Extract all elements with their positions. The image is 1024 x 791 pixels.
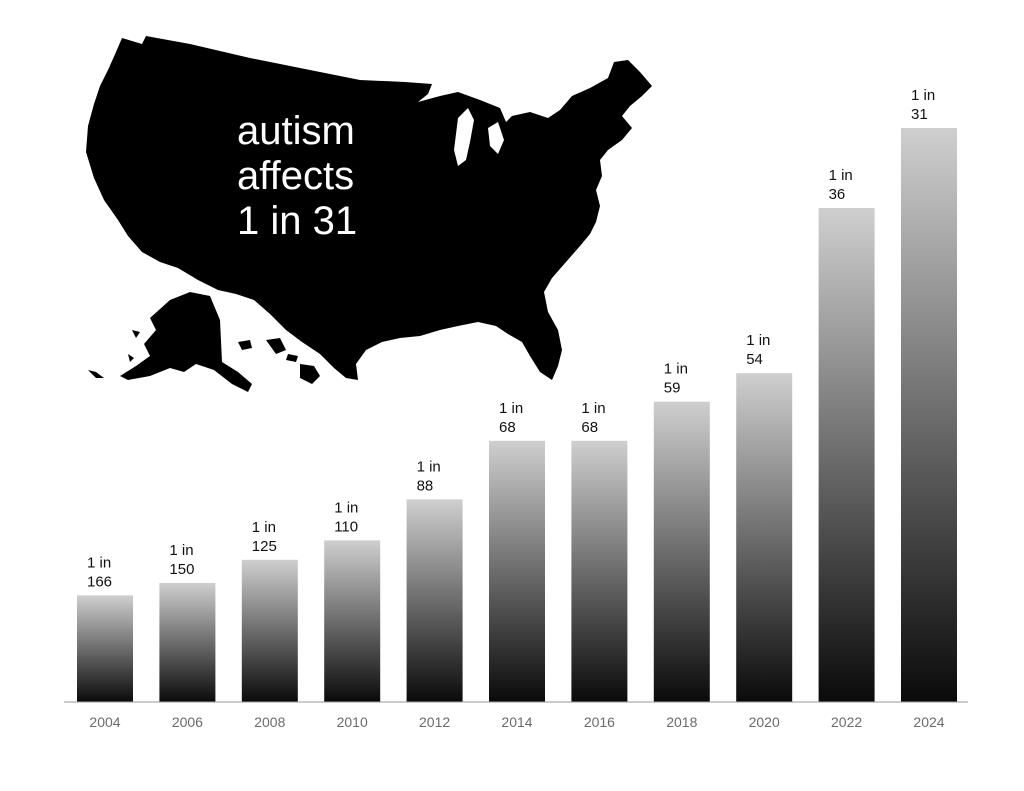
x-tick-2008: 2008: [254, 714, 285, 730]
alaska-shape: [120, 292, 252, 392]
bar-label-value-2006: 150: [169, 561, 194, 578]
x-tick-2024: 2024: [913, 714, 944, 730]
bar-label-prefix-2006: 1 in: [169, 542, 193, 559]
x-tick-2020: 2020: [749, 714, 780, 730]
bar-labels-group: 1 in 166 1 in 150 1 in 125 1 in 110 1 in 88 1 in 68…: [87, 87, 935, 590]
bar-label-value-2008: 125: [252, 538, 277, 555]
bar-label-prefix-2004: 1 in: [87, 554, 111, 571]
bar-label-prefix-2008: 1 in: [252, 519, 276, 536]
x-tick-2010: 2010: [337, 714, 368, 730]
bar-label-value-2016: 68: [581, 419, 598, 436]
bar-label-value-2010: 110: [334, 518, 358, 535]
bar-label-prefix-2014: 1 in: [499, 400, 523, 417]
great-lakes-cutout: [454, 108, 504, 166]
contiguous-us-shape: [86, 36, 652, 380]
bar-label-value-2018: 59: [664, 380, 681, 397]
bar-2016: [571, 440, 628, 702]
headline-line-2: affects: [237, 154, 354, 198]
bar-2018: [653, 401, 710, 702]
bar-2004: [77, 595, 133, 702]
bar-label-value-2012: 88: [417, 477, 434, 494]
bar-label-value-2020: 54: [746, 351, 763, 368]
bar-label-prefix-2016: 1 in: [581, 400, 605, 417]
headline-line-3: 1 in 31: [237, 199, 357, 243]
x-tick-2016: 2016: [584, 714, 615, 730]
hawaii-shape: [266, 338, 320, 384]
bar-2024: [901, 128, 957, 702]
headline-line-1: autism: [237, 109, 355, 153]
x-tick-2014: 2014: [501, 714, 532, 730]
bar-2006: [159, 582, 216, 702]
x-tick-2022: 2022: [831, 714, 862, 730]
x-tick-2018: 2018: [666, 714, 697, 730]
bar-2010: [324, 540, 381, 702]
x-tick-2004: 2004: [89, 714, 120, 730]
x-tick-labels-group: 2004 2006 2008 2010 2012 2014 2016 2018 2020 2022…: [89, 714, 944, 730]
bar-label-value-2022: 36: [829, 186, 846, 203]
bar-label-prefix-2012: 1 in: [417, 458, 441, 475]
bar-2020: [736, 373, 793, 702]
bar-label-prefix-2020: 1 in: [746, 332, 770, 349]
bar-label-prefix-2018: 1 in: [664, 361, 688, 378]
bar-2014: [489, 440, 545, 702]
bar-2008: [241, 559, 298, 702]
bar-label-value-2004: 166: [87, 573, 112, 590]
bars-group: [77, 128, 957, 702]
bar-2022: [818, 208, 875, 702]
bar-label-value-2014: 68: [499, 419, 516, 436]
x-tick-2012: 2012: [419, 714, 450, 730]
bar-label-prefix-2010: 1 in: [334, 499, 358, 516]
bar-2012: [406, 499, 463, 702]
bar-label-prefix-2022: 1 in: [829, 167, 853, 184]
us-map-silhouette: [86, 36, 652, 392]
x-tick-2006: 2006: [172, 714, 203, 730]
bar-label-prefix-2024: 1 in: [911, 87, 935, 104]
bar-label-value-2024: 31: [911, 106, 928, 123]
